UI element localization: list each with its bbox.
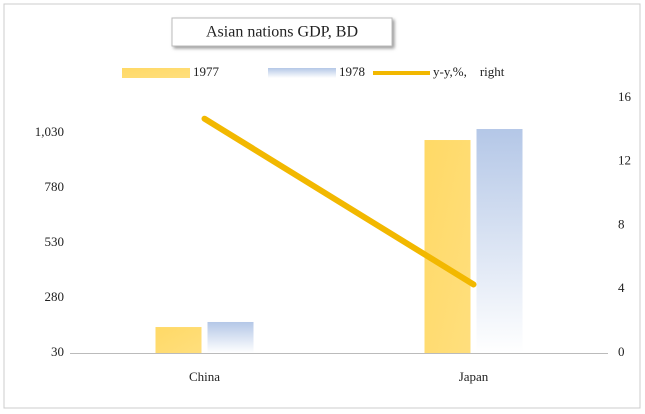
bar xyxy=(476,129,523,353)
y-tick-label: 1,030 xyxy=(35,124,64,139)
bar xyxy=(155,327,202,353)
y2-tick-label: 12 xyxy=(618,153,631,168)
y2-tick-label: 8 xyxy=(618,216,625,231)
legend-label: 1977 xyxy=(193,64,220,79)
chart-title: Asian nations GDP, BD xyxy=(206,24,358,41)
y2-tick-label: 0 xyxy=(618,344,625,359)
bar xyxy=(424,140,471,353)
title-box xyxy=(171,17,393,47)
y-tick-label: 280 xyxy=(45,289,65,304)
legend-label: 1978 xyxy=(339,64,365,79)
x-tick-label: Japan xyxy=(459,369,489,384)
chart-border xyxy=(3,3,641,409)
x-tick-label: China xyxy=(189,369,220,384)
y2-tick-label: 16 xyxy=(618,89,632,104)
line-series xyxy=(201,115,477,288)
legend-swatch xyxy=(268,68,336,78)
y-tick-label: 530 xyxy=(45,234,65,249)
y-tick-label: 30 xyxy=(51,344,64,359)
y-tick-label: 780 xyxy=(45,179,65,194)
legend-label: y-y,%, right xyxy=(433,64,505,79)
bar xyxy=(207,321,254,353)
legend-swatch xyxy=(122,68,190,78)
y2-tick-label: 4 xyxy=(618,280,625,295)
